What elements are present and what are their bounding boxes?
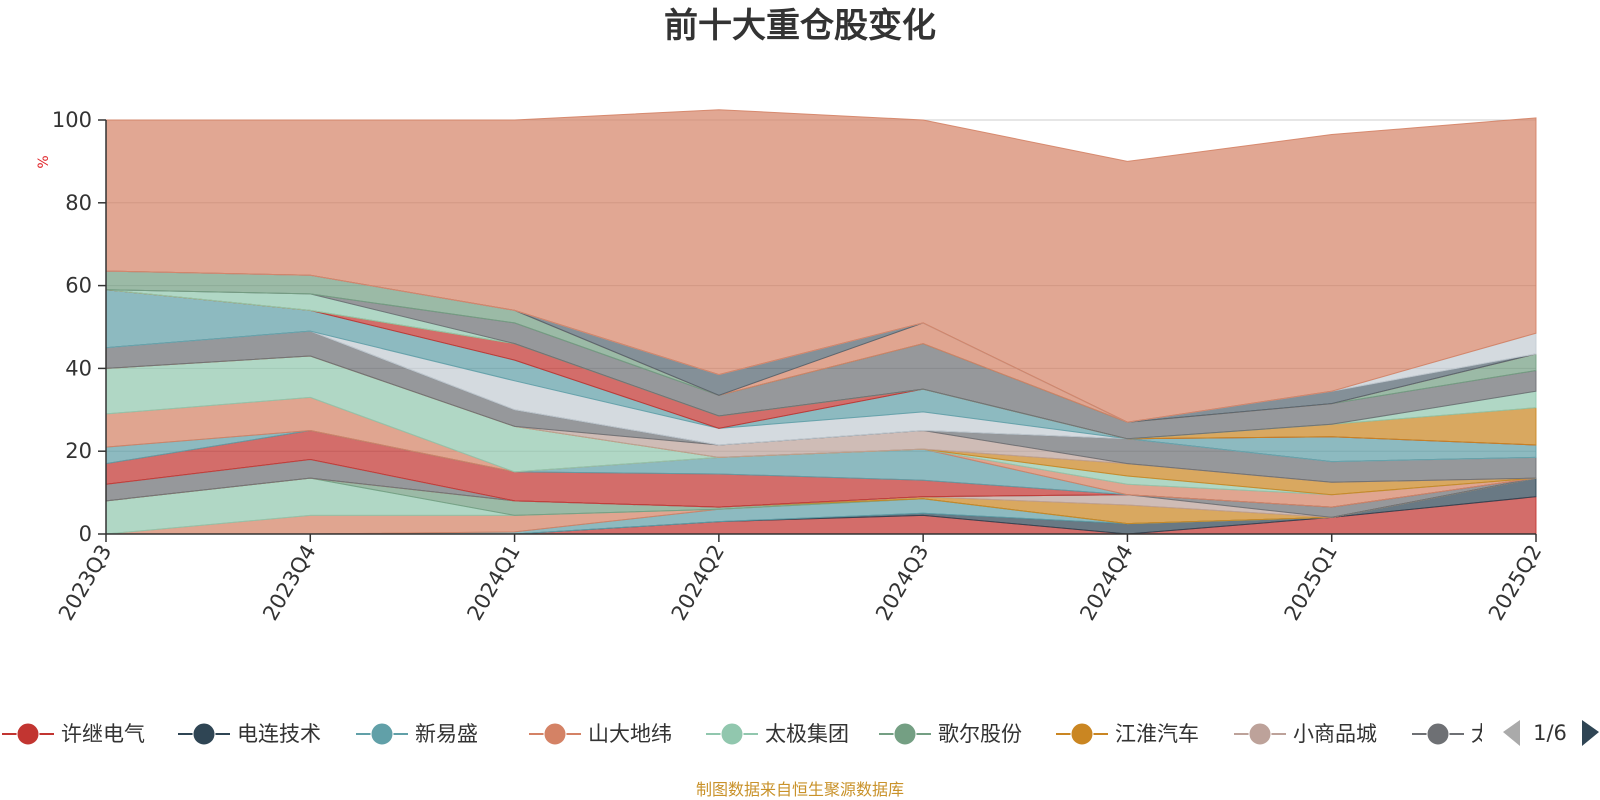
y-tick-label-0: 0 xyxy=(79,522,92,546)
chart-title: 前十大重仓股变化 xyxy=(664,6,936,46)
area-series xyxy=(105,109,1537,535)
y-tick-label-5: 100 xyxy=(52,108,92,132)
legend-label-5: 歌尔股份 xyxy=(938,722,1022,746)
x-tick-label-2: 2024Q1 xyxy=(462,541,524,625)
legend-item-1[interactable]: 电连技术 xyxy=(178,722,321,746)
y-tick-label-3: 60 xyxy=(65,274,92,298)
legend-label-6: 江淮汽车 xyxy=(1115,722,1199,746)
legend-prev-icon[interactable] xyxy=(1503,720,1520,746)
legend-label-0: 许继电气 xyxy=(61,722,145,746)
y-axis-unit: % xyxy=(36,155,52,168)
legend-label-3: 山大地纬 xyxy=(588,722,672,746)
legend-pager[interactable]: 1/6 xyxy=(1503,720,1599,746)
x-tick-label-4: 2024Q3 xyxy=(871,541,933,625)
legend-item-5[interactable]: 歌尔股份 xyxy=(879,722,1022,746)
legend-label-2: 新易盛 xyxy=(415,722,478,746)
legend-next-icon[interactable] xyxy=(1582,720,1599,746)
legend-item-4[interactable]: 太极集团 xyxy=(706,722,849,746)
x-tick-label-3: 2024Q2 xyxy=(667,541,729,625)
x-tick-label-1: 2023Q4 xyxy=(258,541,320,625)
legend-item-0[interactable]: 许继电气 xyxy=(2,722,145,746)
legend-label-7: 小商品城 xyxy=(1293,722,1377,746)
legend-item-2[interactable]: 新易盛 xyxy=(356,722,478,746)
x-tick-label-6: 2025Q1 xyxy=(1280,541,1342,625)
x-tick-label-5: 2024Q4 xyxy=(1075,541,1137,625)
legend[interactable]: 许继电气 电连技术 新易盛 山大地纬 太极集团 歌尔股份 江淮汽车 小商品城 太极实业 xyxy=(2,722,1555,746)
legend-item-7[interactable]: 小商品城 xyxy=(1234,722,1377,746)
legend-label-4: 太极集团 xyxy=(765,722,849,746)
y-tick-label-1: 20 xyxy=(65,439,92,463)
legend-label-1: 电连技术 xyxy=(237,722,321,746)
y-tick-label-2: 40 xyxy=(65,356,92,380)
legend-item-3[interactable]: 山大地纬 xyxy=(529,722,672,746)
area-series-29 xyxy=(105,109,1537,423)
x-tick-label-0: 2023Q3 xyxy=(54,541,116,625)
legend-page-indicator: 1/6 xyxy=(1533,721,1567,745)
data-source-note: 制图数据来自恒生聚源数据库 xyxy=(696,780,904,799)
legend-item-6[interactable]: 江淮汽车 xyxy=(1056,722,1199,746)
y-tick-label-4: 80 xyxy=(65,191,92,215)
x-tick-label-7: 2025Q2 xyxy=(1484,541,1546,625)
legend-label-8: 太极实业 xyxy=(1471,722,1555,746)
legend-item-8[interactable]: 太极实业 xyxy=(1412,722,1555,746)
